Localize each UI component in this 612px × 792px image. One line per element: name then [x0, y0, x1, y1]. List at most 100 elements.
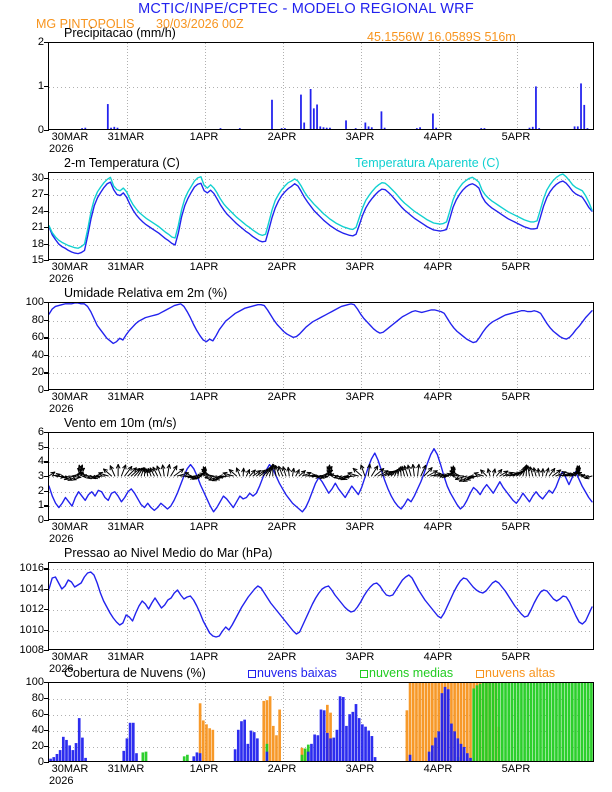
- gridline-vertical: [127, 43, 128, 129]
- gridline-vertical: [361, 683, 362, 761]
- gridline-horizontal: [49, 355, 593, 357]
- legend-swatch-icon: [248, 670, 256, 678]
- x-tick-label: 3APR: [345, 651, 375, 663]
- x-tick-label: 4APR: [423, 763, 453, 775]
- x-tick-label: 3APR: [345, 391, 375, 403]
- y-tick-mark: [44, 130, 49, 132]
- y-tick-mark: [44, 682, 49, 684]
- panel-title-clouds: Cobertura de Nuvens (%): [64, 666, 206, 680]
- x-axis-year: 2026: [49, 533, 74, 545]
- x-tick-label: 30MAR: [51, 651, 89, 663]
- y-tick-label: 24: [31, 204, 44, 217]
- y-tick-label: 1: [37, 80, 44, 92]
- x-tick-label: 4APR: [423, 261, 453, 273]
- series-canvas-wind: [49, 448, 593, 513]
- panel-title-wind: Vento em 10m (m/s): [64, 416, 177, 430]
- gridline-vertical: [361, 303, 362, 389]
- gridline-vertical: [283, 433, 284, 519]
- y-tick-mark: [44, 210, 49, 212]
- x-tick-label: 31MAR: [107, 131, 145, 143]
- x-tick-label: 2APR: [267, 763, 297, 775]
- gridline-horizontal: [49, 178, 593, 180]
- y-tick-label: 3: [37, 470, 44, 482]
- x-tick-label: 1APR: [189, 131, 219, 143]
- y-tick-mark: [44, 490, 49, 493]
- y-tick-mark: [44, 650, 49, 652]
- y-tick-label: 18: [31, 237, 44, 250]
- x-tick-label: 2APR: [267, 521, 297, 533]
- x-tick-label: 31MAR: [107, 521, 145, 533]
- gridline-vertical: [205, 563, 206, 649]
- y-tick-mark: [44, 762, 49, 764]
- gridline-horizontal: [49, 699, 593, 700]
- y-tick-mark: [44, 177, 49, 179]
- gridline-vertical: [439, 43, 440, 129]
- gridline-horizontal: [49, 506, 593, 508]
- gridline-vertical: [517, 43, 518, 129]
- x-axis-year: 2026: [49, 273, 74, 285]
- run-date: 30/03/2026 00Z: [156, 17, 244, 31]
- y-tick-mark: [44, 260, 49, 262]
- panel-title-precipitation: Precipitacao (mm/h): [64, 26, 176, 40]
- gridline-vertical: [205, 43, 206, 129]
- legend-label: nuvens altas: [485, 666, 556, 680]
- x-tick-label: 31MAR: [107, 391, 145, 403]
- x-axis-year: 2026: [49, 663, 74, 675]
- y-tick-label: 20: [31, 740, 44, 752]
- gridline-horizontal: [49, 447, 593, 449]
- gridline-vertical: [205, 683, 206, 761]
- y-tick-label: 40: [31, 348, 44, 361]
- x-tick-label: 31MAR: [107, 763, 145, 775]
- legend-label: nuvens baixas: [257, 666, 337, 680]
- gridline-vertical: [283, 303, 284, 389]
- y-tick-label: 20: [31, 366, 44, 379]
- gridline-horizontal: [49, 462, 593, 464]
- gridline-horizontal: [49, 338, 593, 340]
- y-tick-mark: [44, 505, 49, 507]
- x-tick-label: 30MAR: [51, 261, 89, 273]
- y-tick-mark: [44, 86, 49, 88]
- x-tick-label: 1APR: [189, 651, 219, 663]
- y-tick-label: 1014: [19, 582, 44, 595]
- y-tick-mark: [44, 390, 49, 392]
- legend-swatch-icon: [360, 670, 368, 678]
- x-tick-label: 3APR: [345, 131, 375, 143]
- gridline-horizontal: [49, 569, 593, 571]
- gridline-vertical: [127, 563, 128, 649]
- legend-item-nuvens-altas: nuvens altas: [476, 666, 555, 680]
- x-tick-label: 5APR: [501, 131, 531, 143]
- y-tick-label: 100: [25, 676, 44, 688]
- gridline-vertical: [283, 43, 284, 129]
- y-tick-label: 5: [37, 440, 44, 453]
- gridline-vertical: [439, 303, 440, 389]
- y-tick-label: 40: [31, 724, 44, 736]
- panel-title-pressure: Pressao ao Nivel Medio do Mar (hPa): [64, 546, 273, 560]
- y-tick-mark: [44, 446, 49, 449]
- gridline-horizontal: [49, 244, 593, 246]
- gridline-vertical: [517, 433, 518, 519]
- series-canvas-humidity: [49, 303, 593, 345]
- y-tick-mark: [44, 243, 49, 245]
- plot-area-temperature: [48, 172, 594, 260]
- series-canvas-pressure: [49, 571, 593, 638]
- gridline-vertical: [127, 303, 128, 389]
- y-tick-label: 2: [37, 36, 44, 48]
- y-tick-label: 0: [37, 124, 44, 136]
- y-tick-mark: [44, 588, 49, 590]
- gridline-vertical: [127, 683, 128, 761]
- y-tick-label: 27: [31, 188, 44, 200]
- x-axis-year: 2026: [49, 775, 74, 787]
- y-tick-mark: [44, 42, 49, 44]
- x-tick-label: 5APR: [501, 651, 531, 663]
- gridline-horizontal: [49, 373, 593, 375]
- y-tick-label: 60: [31, 708, 44, 720]
- x-tick-label: 31MAR: [107, 651, 145, 663]
- series-canvas-precipitation: [81, 83, 589, 129]
- y-tick-mark: [44, 432, 49, 434]
- plot-area-clouds: [48, 682, 594, 762]
- x-tick-label: 4APR: [423, 391, 453, 403]
- gridline-vertical: [439, 173, 440, 259]
- x-tick-label: 2APR: [267, 391, 297, 403]
- legend-item-nuvens-medias: nuvens medias: [360, 666, 453, 680]
- y-tick-label: 60: [31, 331, 44, 344]
